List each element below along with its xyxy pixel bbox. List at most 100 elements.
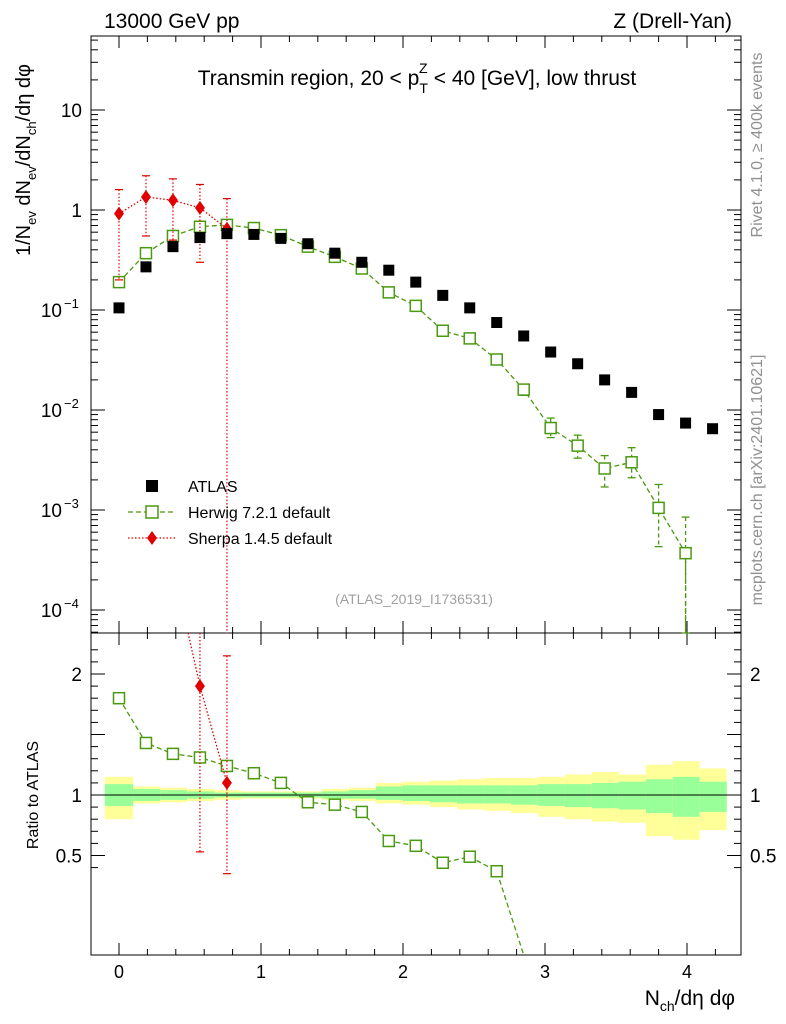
- atlas-point: [275, 232, 287, 244]
- sherpa-ratio-point: [221, 775, 232, 790]
- legend-label-sherpa: Sherpa 1.4.5 default: [188, 531, 333, 548]
- herwig-ratio-point: [139, 736, 153, 750]
- ratio-band-stat: [591, 782, 619, 809]
- atlas-point: [194, 232, 206, 244]
- header-energy: 13000 GeV pp: [104, 10, 239, 33]
- ratio-tick-label: 2: [71, 665, 82, 686]
- y-tick-label-exponent: −4: [64, 596, 79, 611]
- herwig-point: [436, 324, 450, 338]
- atlas-point: [356, 256, 368, 268]
- ratio-band-stat: [349, 790, 377, 799]
- herwig-ratio-point: [490, 864, 503, 878]
- atlas-point: [140, 261, 152, 273]
- y-tick-label-exponent: −1: [64, 296, 79, 311]
- legend-label-atlas: ATLAS: [188, 479, 238, 496]
- herwig-point: [679, 546, 692, 560]
- ratio-band-stat: [564, 784, 592, 808]
- atlas-point: [464, 302, 476, 314]
- sherpa-ratio-line: [187, 632, 228, 784]
- sherpa-line: [118, 196, 228, 230]
- herwig-ratio-point: [436, 856, 450, 870]
- atlas-point: [302, 238, 314, 250]
- herwig-point: [571, 439, 584, 452]
- ratio-band-stat: [483, 785, 511, 804]
- ratio-band-stat: [645, 779, 673, 814]
- ratio-band-stat: [699, 781, 727, 812]
- herwig-point: [490, 353, 503, 366]
- x-axis-label: Nch/dη dφ: [645, 987, 735, 1014]
- herwig-ratio-point: [247, 766, 261, 780]
- y-tick-label: 10: [61, 101, 82, 122]
- sherpa-point: [114, 206, 124, 221]
- atlas-point: [167, 241, 179, 253]
- herwig-ratio-point: [274, 776, 288, 790]
- herwig-point: [517, 383, 530, 396]
- plot-title: Transmin region, 20 < pT < 40 [GeV], low…: [198, 67, 637, 96]
- ratio-band-stat: [618, 781, 646, 810]
- y-axis-label: 1/Nev dNev/dNch/dη dφ: [13, 64, 39, 256]
- y-tick-label-exponent: −2: [64, 396, 79, 411]
- ratio-tick-label: 1: [71, 786, 82, 807]
- herwig-point: [598, 462, 611, 475]
- sherpa-point: [167, 193, 178, 208]
- plot-title-superscript: Z: [419, 60, 428, 76]
- mcplots-label: mcplots.cern.ch [arXiv:2401.10621]: [749, 355, 766, 606]
- ratio-band-stat: [403, 785, 430, 802]
- herwig-point: [382, 286, 396, 299]
- herwig-ratio-point: [409, 839, 423, 853]
- x-tick-label: 1: [256, 962, 266, 982]
- x-tick-label: 3: [540, 962, 550, 982]
- x-tick-label: 4: [682, 962, 692, 982]
- atlas-point: [113, 302, 125, 314]
- atlas-point: [329, 247, 341, 259]
- herwig-ratio-point: [382, 834, 396, 848]
- ratio-band-stat: [429, 785, 457, 803]
- header-process: Z (Drell-Yan): [613, 10, 732, 33]
- herwig-ratio-point: [328, 798, 342, 811]
- atlas-point: [707, 423, 719, 435]
- x-tick-label: 2: [398, 962, 408, 982]
- ratio-tick-label-right: 0.5: [750, 847, 776, 868]
- herwig-ratio-line: [118, 697, 525, 956]
- legend-label-herwig: Herwig 7.2.1 default: [188, 505, 331, 522]
- legend: ATLAS Herwig 7.2.1 default Sherpa 1.4.5 …: [128, 479, 333, 548]
- analysis-watermark: (ATLAS_2019_I1736531): [335, 591, 493, 607]
- y-tick-label-exponent: −3: [64, 496, 79, 511]
- atlas-point: [518, 330, 530, 342]
- atlas-point: [437, 289, 449, 301]
- herwig-ratio-point: [355, 805, 369, 819]
- herwig-ratio-point: [301, 796, 315, 809]
- sherpa-point: [194, 200, 205, 215]
- legend-marker-atlas: [146, 480, 158, 492]
- atlas-point: [221, 228, 233, 240]
- herwig-point: [625, 456, 638, 469]
- herwig-line: [118, 224, 687, 554]
- rivet-version-label: Rivet 4.1.0, ≥ 400k events: [749, 53, 766, 238]
- y-tick-label: 10: [41, 401, 62, 422]
- herwig-point: [139, 246, 153, 260]
- herwig-point: [544, 421, 557, 435]
- ratio-band-stat: [456, 785, 484, 804]
- herwig-point: [463, 332, 476, 345]
- ratio-panel-frame: [90, 632, 742, 956]
- ratio-tick-label-right: 1: [750, 786, 761, 807]
- atlas-point: [383, 264, 395, 276]
- y-tick-label: 1: [71, 201, 82, 222]
- ratio-y-axis-label: Ratio to ATLAS: [25, 741, 42, 849]
- ratio-band-stat: [672, 776, 700, 817]
- ratio-tick-label: 0.5: [56, 847, 82, 868]
- ratio-band-stat: [376, 786, 403, 800]
- atlas-point: [680, 417, 692, 429]
- atlas-point: [653, 409, 665, 421]
- atlas-point: [599, 374, 611, 386]
- atlas-point: [410, 276, 422, 288]
- ratio-tick-label-right: 2: [750, 665, 761, 686]
- legend-marker-sherpa: [147, 531, 157, 545]
- legend-marker-herwig: [145, 505, 159, 519]
- atlas-point: [545, 346, 557, 358]
- atlas-point: [491, 316, 503, 328]
- herwig-ratio-point: [463, 850, 476, 863]
- atlas-point: [572, 358, 584, 370]
- atlas-point: [248, 228, 260, 240]
